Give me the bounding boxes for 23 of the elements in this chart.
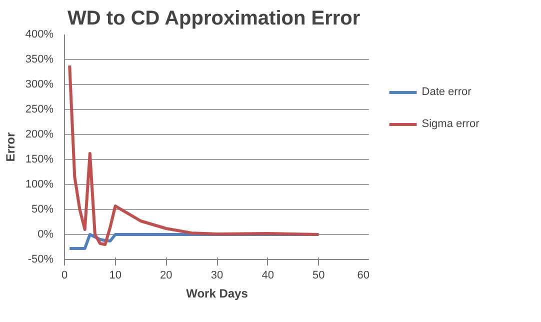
y-tick-label: 300% bbox=[25, 78, 54, 90]
y-tick-label: 400% bbox=[25, 28, 54, 40]
x-tick-label: 30 bbox=[210, 270, 224, 282]
x-tick-label: 0 bbox=[61, 270, 68, 282]
y-tick-label: 200% bbox=[25, 128, 54, 140]
y-tick-label: -50% bbox=[28, 254, 54, 266]
x-axis-title: Work Days bbox=[186, 286, 248, 300]
chart-title: WD to CD Approximation Error bbox=[68, 8, 360, 30]
x-tick-label: 50 bbox=[312, 270, 325, 282]
y-axis-title: Error bbox=[3, 132, 18, 162]
y-tick-label: 0% bbox=[38, 228, 54, 240]
y-tick-label: 250% bbox=[25, 104, 54, 116]
x-tick-label: 20 bbox=[160, 270, 172, 282]
y-tick-label: 350% bbox=[25, 54, 54, 66]
x-tick-label: 60 bbox=[357, 270, 370, 282]
y-tick-label: 100% bbox=[25, 178, 54, 190]
y-tick-label: 150% bbox=[25, 154, 54, 166]
y-tick-label: 50% bbox=[31, 204, 54, 216]
legend-label: Date error bbox=[422, 86, 472, 98]
legend-label: Sigma error bbox=[422, 118, 480, 130]
x-tick-label: 10 bbox=[109, 270, 122, 282]
line-series bbox=[68, 64, 320, 246]
x-tick-label: 40 bbox=[262, 270, 274, 282]
